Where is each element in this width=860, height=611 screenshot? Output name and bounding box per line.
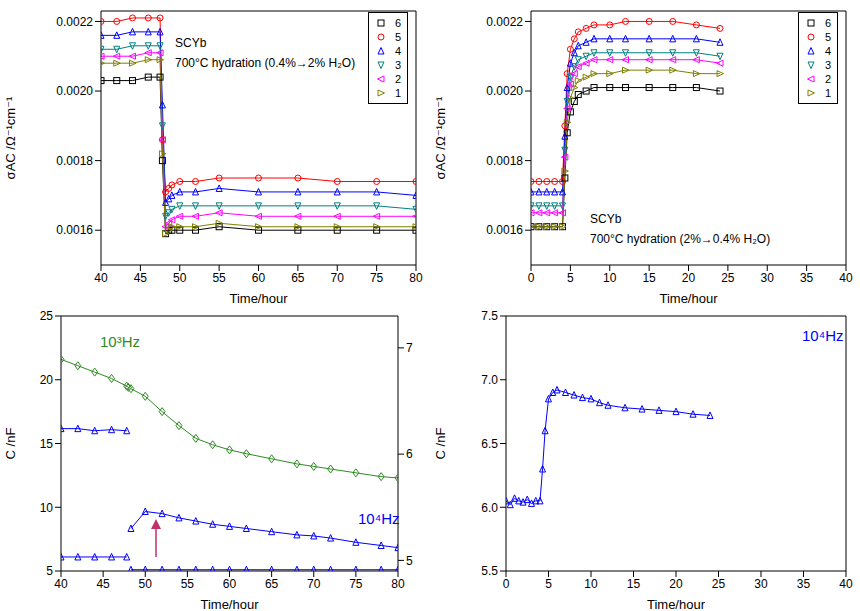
svg-text:0.0018: 0.0018	[486, 154, 523, 168]
svg-text:35: 35	[797, 577, 811, 591]
svg-text:15: 15	[642, 271, 656, 285]
svg-text:C /nF: C /nF	[433, 428, 448, 460]
svg-text:25: 25	[721, 271, 735, 285]
svg-text:0.0018: 0.0018	[56, 154, 93, 168]
svg-text:Time/hour: Time/hour	[229, 291, 288, 305]
svg-text:40: 40	[839, 577, 852, 591]
svg-text:50: 50	[173, 271, 187, 285]
svg-text:45: 45	[96, 577, 110, 591]
svg-text:0: 0	[503, 577, 510, 591]
svg-text:45: 45	[134, 271, 148, 285]
svg-text:35: 35	[800, 271, 814, 285]
svg-text:30: 30	[754, 577, 768, 591]
html-text:700°C hydration (2%→0.4% H₂O): 700°C hydration (2%→0.4% H₂O)	[590, 232, 771, 246]
svg-text:0.0016: 0.0016	[486, 223, 523, 237]
svg-text:10: 10	[584, 577, 598, 591]
svg-text:6.0: 6.0	[481, 501, 498, 515]
html-text:1: 1	[394, 87, 401, 99]
svg-text:Time/hour: Time/hour	[647, 597, 706, 611]
html-text:10⁴Hz: 10⁴Hz	[358, 510, 400, 527]
svg-text:60: 60	[223, 577, 237, 591]
html-text:5: 5	[824, 31, 831, 43]
svg-text:5: 5	[406, 554, 413, 568]
svg-text:7.5: 7.5	[481, 309, 498, 323]
svg-text:55: 55	[212, 271, 226, 285]
svg-text:5.5: 5.5	[481, 564, 498, 578]
html-text:2: 2	[394, 73, 401, 85]
html-text:6: 6	[394, 17, 401, 29]
html-text:4: 4	[824, 45, 831, 57]
svg-text:σAC /Ω⁻¹cm⁻¹: σAC /Ω⁻¹cm⁻¹	[8, 96, 18, 179]
svg-text:80: 80	[409, 271, 423, 285]
svg-text:25: 25	[712, 577, 726, 591]
svg-text:65: 65	[265, 577, 279, 591]
svg-text:Time/hour: Time/hour	[200, 597, 259, 611]
svg-text:7.0: 7.0	[481, 373, 498, 387]
svg-text:50: 50	[139, 577, 153, 591]
svg-text:0: 0	[528, 271, 535, 285]
html-text:3: 3	[394, 59, 401, 71]
svg-text:6: 6	[406, 447, 413, 461]
html-text:700°C hydration (0.4%→2% H₂O): 700°C hydration (0.4%→2% H₂O)	[175, 56, 356, 70]
svg-text:75: 75	[370, 271, 384, 285]
svg-text:10: 10	[40, 501, 54, 515]
svg-text:60: 60	[252, 271, 266, 285]
svg-text:15: 15	[40, 437, 54, 451]
html-text:SCYb: SCYb	[590, 212, 622, 226]
svg-text:75: 75	[349, 577, 363, 591]
svg-text:0.0022: 0.0022	[56, 15, 93, 29]
svg-text:0.0020: 0.0020	[56, 84, 93, 98]
svg-text:30: 30	[761, 271, 775, 285]
svg-text:7: 7	[406, 341, 413, 355]
html-text:4: 4	[394, 45, 401, 57]
svg-text:65: 65	[291, 271, 305, 285]
svg-text:55: 55	[181, 577, 195, 591]
html-text:1: 1	[824, 87, 831, 99]
svg-text:Time/hour: Time/hour	[659, 291, 718, 305]
html-text:3: 3	[824, 59, 831, 71]
svg-text:70: 70	[331, 271, 345, 285]
svg-text:20: 20	[40, 373, 54, 387]
svg-text:5: 5	[567, 271, 574, 285]
svg-text:40: 40	[54, 577, 68, 591]
svg-text:20: 20	[682, 271, 696, 285]
svg-text:40: 40	[94, 271, 108, 285]
svg-text:5: 5	[46, 564, 53, 578]
svg-text:0.0016: 0.0016	[56, 223, 93, 237]
html-text:2: 2	[824, 73, 831, 85]
svg-text:70: 70	[307, 577, 321, 591]
svg-text:0.0020: 0.0020	[486, 84, 523, 98]
html-text:5: 5	[394, 31, 401, 43]
svg-text:5: 5	[545, 577, 552, 591]
svg-text:0.0022: 0.0022	[486, 15, 523, 29]
html-text:10⁴Hz: 10⁴Hz	[802, 327, 844, 344]
svg-text:C /nF: C /nF	[8, 428, 18, 460]
html-text:SCYb: SCYb	[175, 36, 207, 50]
html-text:6: 6	[824, 17, 831, 29]
svg-text:20: 20	[669, 577, 683, 591]
svg-text:80: 80	[391, 577, 405, 591]
svg-text:10: 10	[603, 271, 617, 285]
html-text:10³Hz: 10³Hz	[100, 333, 140, 350]
svg-text:15: 15	[627, 577, 641, 591]
svg-text:25: 25	[40, 309, 54, 323]
svg-text:6.5: 6.5	[481, 437, 498, 451]
svg-text:σAC /Ω⁻¹cm⁻¹: σAC /Ω⁻¹cm⁻¹	[433, 96, 448, 179]
svg-text:40: 40	[839, 271, 852, 285]
